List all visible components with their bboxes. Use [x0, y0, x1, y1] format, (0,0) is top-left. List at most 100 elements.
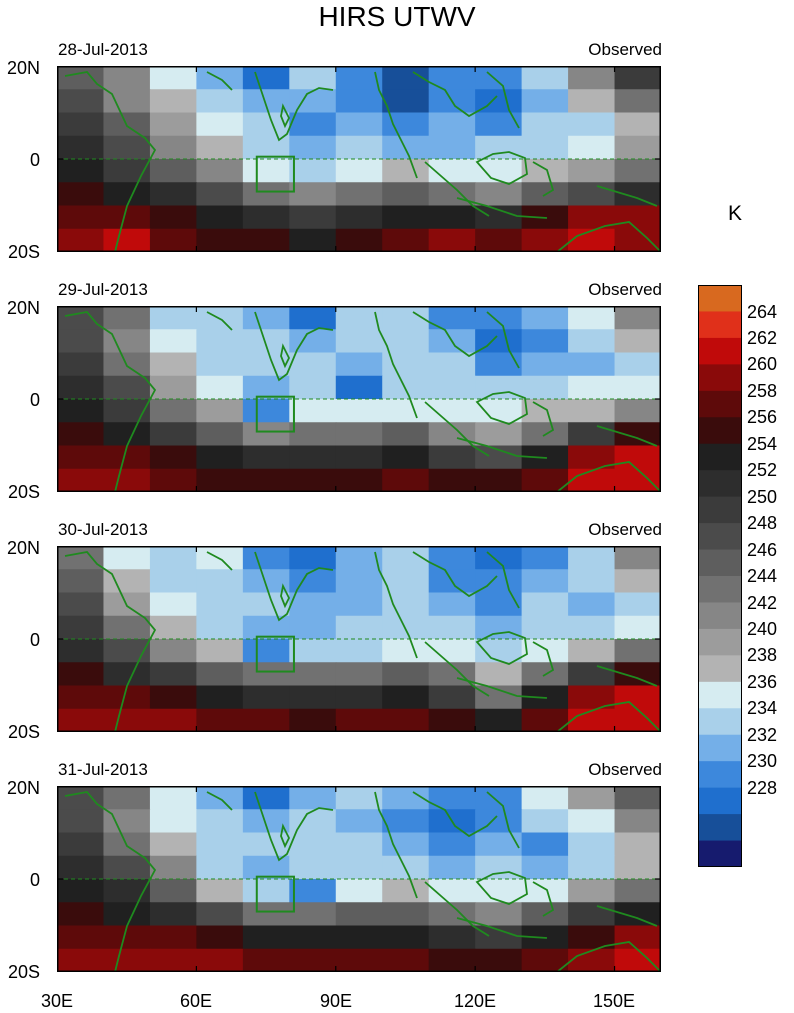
heatmap-cell [57, 615, 105, 640]
heatmap-cell [475, 399, 523, 423]
heatmap-cell [149, 445, 197, 470]
heatmap-cell [242, 445, 290, 470]
heatmap-cell [242, 228, 290, 252]
ytick-20s: 20S [7, 242, 40, 262]
panel-observed-label: Observed [588, 280, 662, 299]
map-panel-1: 28-Jul-2013 Observed 20N 0 20S [0, 40, 680, 280]
heatmap-cell [57, 879, 105, 903]
panel-observed-label: Observed [588, 760, 662, 779]
heatmap-cell [521, 159, 569, 183]
heatmap-cell [149, 329, 197, 354]
heatmap-cell [57, 902, 105, 927]
coastline [254, 311, 334, 382]
heatmap-cell [242, 375, 290, 400]
heatmap-cell [521, 615, 569, 640]
heatmap-cell [149, 809, 197, 834]
heatmap-cell [57, 422, 105, 447]
heatmap-cell [149, 422, 197, 447]
heatmap-cell [475, 468, 523, 492]
heatmap-cell [614, 569, 661, 594]
heatmap-cell [335, 832, 383, 857]
heatmap-cell [289, 89, 337, 114]
heatmap-cell [289, 182, 337, 207]
heatmap-cell [103, 329, 151, 354]
heatmap-cell [103, 228, 151, 252]
heatmap-cell [289, 306, 337, 330]
coastline [412, 311, 498, 358]
heatmap-cell [242, 786, 290, 810]
coastline [374, 71, 418, 179]
panel-observed-label: Observed [588, 520, 662, 539]
heatmap-cell [614, 809, 661, 834]
heatmap-cell [149, 399, 197, 423]
coastline [556, 701, 661, 732]
coastline [475, 151, 528, 185]
heatmap-cell [242, 306, 290, 330]
heatmap-cell [335, 708, 383, 732]
heatmap-cell [382, 639, 430, 663]
heatmap-cell [196, 685, 244, 710]
heatmap-cell [521, 786, 569, 810]
heatmap-cell [428, 159, 476, 183]
heatmap-cell [196, 352, 244, 377]
colorbar-bin [698, 814, 742, 842]
heatmap-cell [103, 182, 151, 207]
heatmap-cell [103, 786, 151, 810]
ytick-20s: 20S [7, 962, 40, 982]
heatmap-cell [614, 66, 661, 90]
heatmap-cell [614, 832, 661, 857]
heatmap-cell [568, 708, 616, 732]
coastline [206, 311, 233, 331]
heatmap-cell [428, 639, 476, 663]
heatmap-cell [57, 708, 105, 732]
heatmap-cell [568, 809, 616, 834]
heatmap-cell [57, 352, 105, 377]
heatmap-cell [57, 832, 105, 857]
coastline [486, 551, 520, 609]
colorbar-bin [698, 602, 742, 630]
coastline [412, 791, 498, 838]
heatmap-cell [289, 832, 337, 857]
coastline [596, 905, 658, 927]
heatmap-cell [242, 708, 290, 732]
heatmap-cell [149, 786, 197, 810]
heatmap-cell [242, 329, 290, 354]
panel-date-label: 29-Jul-2013 [58, 280, 148, 299]
heatmap-cell [196, 89, 244, 114]
heatmap-cell [521, 66, 569, 90]
coastline [596, 665, 658, 687]
heatmap-cell [196, 615, 244, 640]
heatmap-cell [335, 468, 383, 492]
heatmap-cell [335, 546, 383, 570]
heatmap-cell [614, 902, 661, 927]
heatmap-cell [382, 445, 430, 470]
heatmap-cell [149, 352, 197, 377]
heatmap-cell [521, 879, 569, 903]
heatmap-cell [242, 948, 290, 972]
heatmap-cell [196, 569, 244, 594]
coastline [424, 641, 490, 697]
heatmap-cell [475, 182, 523, 207]
heatmap-cell [242, 902, 290, 927]
heatmap-cell [428, 375, 476, 400]
heatmap-cell [614, 205, 661, 230]
heatmap-cell [382, 948, 430, 972]
coastline [374, 311, 418, 419]
heatmap-cell [289, 468, 337, 492]
xtick-120e: 120E [453, 991, 497, 1011]
colorbar-bin [698, 787, 742, 815]
plot-frame [57, 306, 661, 492]
heatmap-cell [103, 66, 151, 90]
heatmap-cell [149, 89, 197, 114]
heatmap-cell [57, 639, 105, 663]
heatmap-cell [382, 329, 430, 354]
heatmap-cell [614, 159, 661, 183]
heatmap-cell [382, 399, 430, 423]
coastline [424, 401, 490, 457]
heatmap-cell [521, 546, 569, 570]
heatmap-cell [521, 228, 569, 252]
heatmap-cell [614, 786, 661, 810]
heatmap-cell [568, 925, 616, 950]
heatmap-cell [196, 399, 244, 423]
heatmap-cell [475, 112, 523, 137]
